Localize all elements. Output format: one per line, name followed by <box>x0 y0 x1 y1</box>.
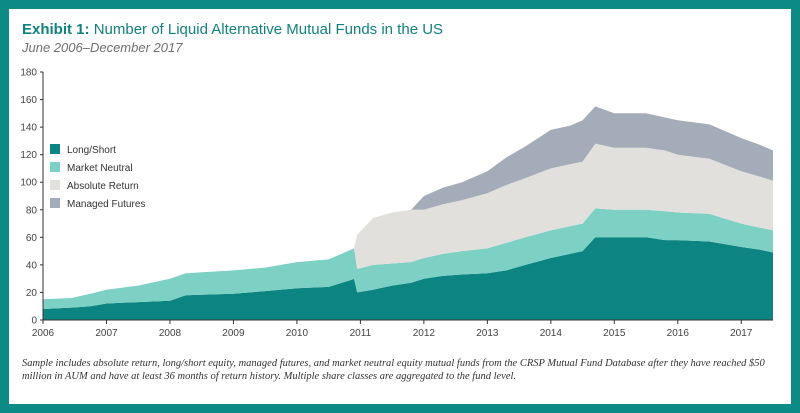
x-tick-label: 2016 <box>667 328 690 339</box>
y-tick-label: 140 <box>20 123 37 134</box>
y-tick-label: 80 <box>26 205 38 216</box>
area-absolute-return <box>43 143 773 300</box>
legend-label: Market Neutral <box>67 163 133 174</box>
x-tick-label: 2013 <box>476 328 499 339</box>
footnote: Sample includes absolute return, long/sh… <box>22 358 765 382</box>
x-tick-label: 2007 <box>95 328 118 339</box>
legend-label: Long/Short <box>67 145 116 156</box>
exhibit-label: Exhibit 1: <box>22 21 90 38</box>
y-tick-label: 20 <box>26 288 38 299</box>
exhibit-card: Exhibit 1: Number of Liquid Alternative … <box>9 9 791 404</box>
legend-swatch <box>50 198 60 208</box>
chart-title: Exhibit 1: Number of Liquid Alternative … <box>22 21 443 38</box>
legend-swatch <box>50 162 60 172</box>
area-long-short <box>43 237 773 320</box>
chart-subtitle: June 2006–December 2017 <box>22 40 183 55</box>
chart-axes: 0 20 40 60 80 100 120 140 160 180 2006 2007 2008 2009… <box>20 68 773 339</box>
legend-label: Managed Futures <box>67 199 145 210</box>
x-tick-label: 2012 <box>413 328 436 339</box>
y-tick-label: 180 <box>20 68 37 79</box>
x-tick-label: 2017 <box>730 328 753 339</box>
y-tick-label: 60 <box>26 233 38 244</box>
y-tick-label: 0 <box>31 316 37 327</box>
x-tick-label: 2014 <box>540 328 563 339</box>
y-tick-label: 120 <box>20 150 37 161</box>
area-managed-futures <box>43 106 773 300</box>
x-tick-label: 2009 <box>222 328 245 339</box>
title-text: Number of Liquid Alternative Mutual Fund… <box>93 21 444 38</box>
legend-label: Absolute Return <box>67 181 139 192</box>
y-tick-label: 160 <box>20 95 37 106</box>
legend-swatch <box>50 144 60 154</box>
chart-areas <box>43 106 773 320</box>
x-tick-label: 2011 <box>350 328 372 339</box>
y-tick-label: 40 <box>26 260 38 271</box>
area-market-neutral <box>43 208 773 309</box>
x-tick-label: 2010 <box>286 328 309 339</box>
x-tick-label: 2008 <box>159 328 182 339</box>
x-tick-label: 2015 <box>603 328 626 339</box>
area-chart: 0 20 40 60 80 100 120 140 160 180 2006 2007 2008 2009… <box>20 68 773 339</box>
legend-swatch <box>50 180 60 190</box>
chart-legend: Long/Short Market Neutral Absolute Return M… <box>50 144 145 210</box>
x-tick-label: 2006 <box>32 328 55 339</box>
y-tick-label: 100 <box>20 178 37 189</box>
